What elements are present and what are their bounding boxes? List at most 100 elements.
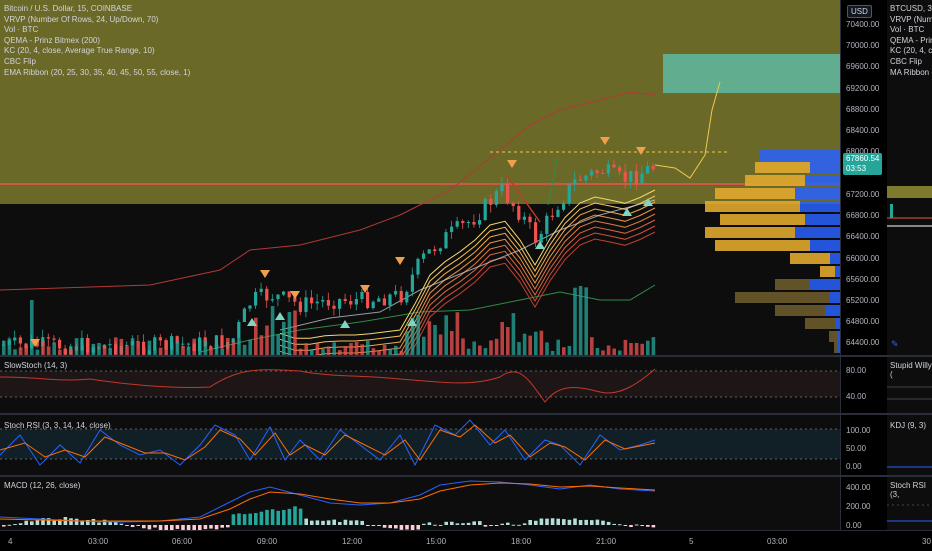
legend-qema[interactable]: QEMA - Prinz Bitmex (200) (4, 35, 101, 45)
price-scale[interactable]: USD 70400.00 70000.00 69600.00 69200.00 … (840, 0, 887, 355)
candle (18, 335, 22, 350)
volume-bar (506, 327, 510, 355)
candle (556, 206, 560, 218)
pane-separator[interactable] (0, 355, 932, 357)
price-tick: 65600.00 (846, 275, 880, 284)
macd-bar (494, 525, 499, 526)
macd-bar (125, 525, 129, 526)
macd-label[interactable]: MACD (12, 26, close) (4, 481, 81, 490)
macd-bar (321, 520, 325, 525)
macd-pane[interactable]: MACD (12, 26, close) (0, 477, 840, 530)
macd-bar (377, 525, 381, 526)
volume-bar (158, 347, 163, 355)
volume-bar (601, 350, 605, 355)
candle (522, 212, 526, 225)
macd-bar (427, 522, 432, 525)
currency-button[interactable]: USD (847, 5, 872, 18)
volume-bar (377, 350, 381, 355)
trend-arrow (547, 154, 559, 206)
candle (595, 168, 599, 178)
volume-bar (24, 345, 28, 355)
side-legend-volume[interactable]: Vol · BTC (890, 25, 925, 35)
macd-bar (646, 525, 650, 527)
macd-bar (338, 522, 342, 525)
volume-bar (181, 346, 185, 355)
volume-bar (388, 349, 392, 355)
side-pane2-label[interactable]: Stupid Willy ( (890, 361, 932, 379)
main-price-pane[interactable]: Bitcoin / U.S. Dollar, 15, COINBASE VRVP… (0, 0, 840, 355)
macd-bar (158, 525, 163, 530)
pane-separator[interactable] (0, 475, 932, 477)
macd-bar (30, 521, 34, 525)
volume-bar (226, 337, 230, 355)
macd-bar (461, 523, 465, 525)
macd-bar (511, 524, 516, 526)
legend-kc[interactable]: KC (20, 4, close, Average True Range, 10… (4, 46, 155, 56)
price-chart-canvas[interactable] (0, 0, 840, 355)
macd-bar (80, 520, 84, 525)
side-legend-qema[interactable]: QEMA - Prinz (890, 35, 932, 45)
candle (254, 288, 258, 309)
stochrsi-pane[interactable]: Stoch RSI (3, 3, 14, 14, close) (0, 415, 840, 475)
volume-bar (590, 337, 594, 355)
stochrsi-label[interactable]: Stoch RSI (3, 3, 14, 14, close) (4, 421, 111, 430)
side-legend-kc[interactable]: KC (20, 4, clo (890, 46, 932, 56)
side-chart-pane-4[interactable]: Stoch RSI (3, (887, 477, 932, 530)
macd-bar (556, 518, 560, 525)
slowstoch-scale[interactable]: 80.00 40.00 (840, 357, 887, 413)
macd-scale[interactable]: 400.00 200.00 0.00 (840, 477, 887, 530)
volume-bar (573, 287, 577, 355)
slowstoch-pane[interactable]: SlowStoch (14, 3) (0, 357, 840, 413)
candle (371, 300, 375, 310)
macd-bar (528, 520, 532, 525)
legend-ema-ribbon[interactable]: EMA Ribbon (20, 25, 30, 35, 40, 45, 50, … (4, 67, 191, 77)
macd-bar (209, 525, 213, 529)
time-axis[interactable]: 4 03:00 06:00 09:00 12:00 15:00 18:00 21… (0, 530, 932, 551)
legend-cbc[interactable]: CBC Flip (4, 56, 37, 66)
target-box (663, 54, 840, 93)
volume-profile-row (760, 150, 840, 161)
side-pane3-label[interactable]: KDJ (9, 3) (890, 421, 927, 430)
macd-bar (422, 523, 426, 525)
volume-bar (399, 350, 404, 355)
volume-bar (209, 348, 213, 355)
volume-bar (338, 350, 342, 355)
stochrsi-d (0, 424, 656, 461)
candle (612, 159, 616, 169)
volume-bar (125, 346, 129, 355)
legend-volume[interactable]: Vol · BTC (4, 25, 39, 35)
volume-profile-row (735, 292, 840, 303)
volume-profile (705, 150, 840, 353)
macd-bar (91, 518, 96, 525)
volume-bar (500, 322, 504, 355)
sell-marker (600, 137, 610, 145)
legend-symbol[interactable]: Bitcoin / U.S. Dollar, 15, COINBASE (4, 4, 133, 13)
side-legend-vrvp[interactable]: VRVP (Numb (890, 14, 932, 24)
volume-bar (623, 339, 628, 355)
ribbon-line (409, 231, 656, 355)
candle (354, 291, 358, 311)
price-tick: 66400.00 (846, 232, 880, 241)
volume-bar (254, 317, 258, 355)
side-legend-ma-ribbon[interactable]: MA Ribbon ( (890, 67, 932, 77)
slowstoch-tick: 80.00 (846, 366, 867, 375)
pane-separator[interactable] (0, 413, 932, 415)
macd-bar (360, 520, 364, 525)
volume-bar (175, 341, 180, 355)
macd-bar (539, 518, 544, 525)
stochrsi-scale[interactable]: 100.00 50.00 0.00 (840, 415, 887, 475)
side-chart-pane-2[interactable]: Stupid Willy ( (887, 357, 932, 413)
side-chart-pane-3[interactable]: KDJ (9, 3) (887, 415, 932, 475)
side-legend-cbc[interactable]: CBC Flip (890, 56, 923, 66)
macd-tick: 200.00 (846, 502, 871, 511)
volume-bar (46, 346, 51, 355)
price-tick: 68800.00 (846, 105, 880, 114)
macd-bar (304, 518, 308, 525)
macd-bar (142, 525, 146, 529)
slowstoch-label[interactable]: SlowStoch (14, 3) (4, 361, 68, 370)
side-legend-symbol[interactable]: BTCUSD, 3W (890, 4, 932, 13)
legend-vrvp[interactable]: VRVP (Number Of Rows, 24, Up/Down, 70) (4, 14, 159, 24)
time-label: 5 (689, 537, 694, 546)
side-chart-main[interactable]: ✎ BTCUSD, 3W VRVP (Numb Vol · BTC QEMA -… (887, 0, 932, 355)
side-pane4-label[interactable]: Stoch RSI (3, (890, 481, 927, 499)
